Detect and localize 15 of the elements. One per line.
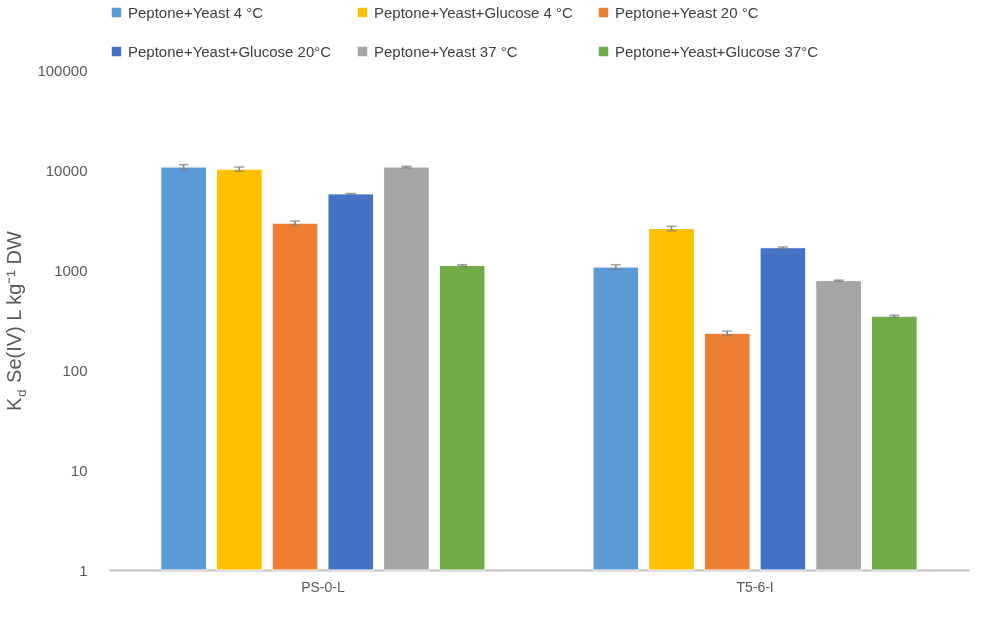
legend-label: Peptone+Yeast+Glucose 20°C xyxy=(128,42,332,60)
y-tick-label: 10000 xyxy=(45,161,88,179)
y-tick-label: 100000 xyxy=(37,61,88,79)
x-tick-label: T5-6-I xyxy=(736,578,774,595)
legend-label: Peptone+Yeast+Glucose 37°C xyxy=(615,42,819,60)
legend-label: Peptone+Yeast 4 °C xyxy=(128,3,264,21)
y-tick-label: 1 xyxy=(79,561,88,579)
y-tick-label: 1000 xyxy=(54,261,88,279)
legend-label: Peptone+Yeast 20 °C xyxy=(615,3,759,21)
legend-label: Peptone+Yeast+Glucose 4 °C xyxy=(374,3,574,21)
legend-label: Peptone+Yeast 37 °C xyxy=(374,42,518,60)
y-tick-label: 10 xyxy=(70,461,88,479)
y-tick-label: 100 xyxy=(62,361,88,379)
x-tick-label: PS-0-L xyxy=(301,578,345,595)
y-axis-title: Kd Se(IV) L kg⁻¹ DW xyxy=(3,231,29,412)
